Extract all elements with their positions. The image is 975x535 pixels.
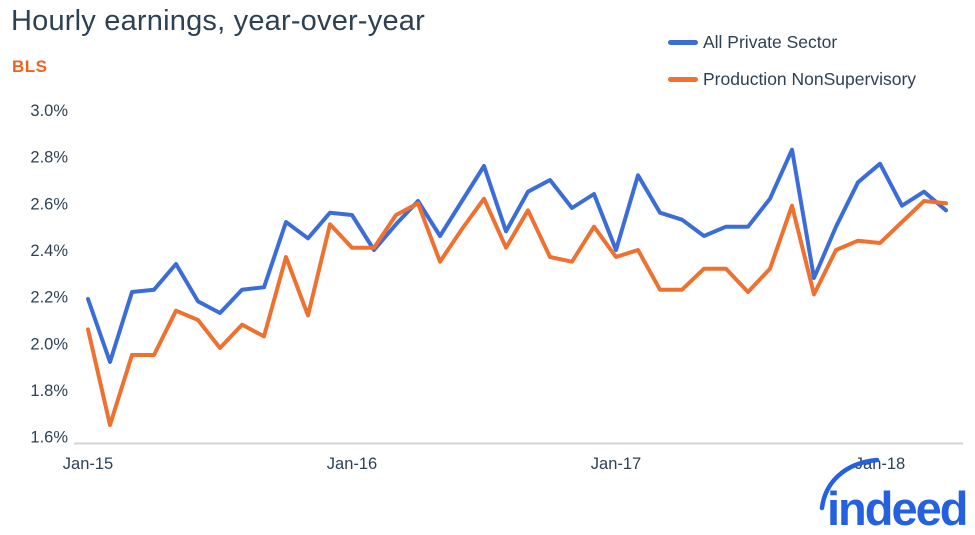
series-line-production-nonsupervisory	[86, 196, 948, 427]
y-axis-tick-label: 3.0%	[30, 102, 68, 120]
y-axis-tick-label: 2.2%	[30, 289, 68, 307]
legend-item-production-nonsupervisory: Production NonSupervisory	[668, 67, 916, 91]
legend-label-all-private-sector: All Private Sector	[703, 31, 838, 52]
legend-swatch-blue	[668, 39, 698, 45]
x-axis-tick-labels: Jan-15 Jan-16 Jan-17 Jan-18	[63, 455, 905, 473]
x-axis-tick-label: Jan-17	[591, 455, 641, 473]
indeed-logo: indeed	[819, 457, 968, 535]
y-axis-tick-label: 1.8%	[30, 382, 68, 400]
series-line-all-private-sector	[86, 147, 948, 364]
y-axis-tick-label: 2.8%	[30, 149, 68, 167]
indeed-logo-swoosh	[819, 457, 880, 511]
y-axis-tick-label: 2.0%	[30, 335, 68, 353]
y-axis-tick-labels: 1.6% 1.8% 2.0% 2.2% 2.4% 2.6% 2.8% 3.0%	[30, 102, 68, 447]
y-axis-tick-label: 2.6%	[30, 195, 68, 213]
legend: All Private Sector Production NonSupervi…	[668, 30, 916, 104]
y-axis-tick-label: 1.6%	[30, 429, 68, 447]
y-axis-tick-label: 2.4%	[30, 242, 68, 260]
chart-title: Hourly earnings, year-over-year	[11, 5, 425, 37]
source-label: BLS	[12, 57, 48, 76]
legend-swatch-orange	[668, 76, 698, 82]
legend-item-all-private-sector: All Private Sector	[668, 30, 916, 54]
indeed-logo-text: indeed	[827, 482, 966, 535]
x-axis-tick-label: Jan-15	[63, 455, 113, 473]
legend-label-production-nonsupervisory: Production NonSupervisory	[703, 68, 917, 89]
x-axis-tick-label: Jan-16	[327, 455, 377, 473]
